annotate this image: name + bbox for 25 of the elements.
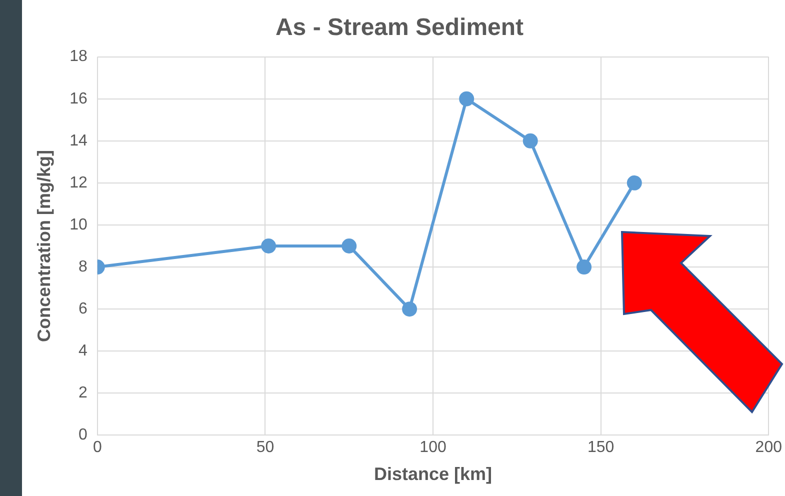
y-axis-title: Concentration [mg/kg]	[34, 150, 54, 342]
point	[459, 91, 474, 106]
y-tick-label: 6	[78, 300, 88, 318]
point	[626, 175, 642, 190]
x-tick-label: 100	[420, 439, 446, 456]
y-tick-label: 8	[78, 258, 88, 276]
point	[576, 260, 592, 275]
y-tick-label: 14	[70, 132, 88, 150]
x-tick-label: 0	[92, 439, 102, 456]
y-tick-label: 16	[70, 90, 88, 108]
point	[261, 238, 276, 254]
y-tick-label: 4	[78, 342, 88, 360]
x-tick-label: 50	[256, 439, 274, 456]
y-tick-label: 12	[70, 174, 88, 192]
x-tick-label: 200	[755, 439, 782, 456]
point	[402, 302, 418, 317]
point	[342, 238, 357, 254]
y-tick-label: 0	[78, 426, 88, 444]
y-tick-label: 2	[78, 384, 88, 402]
point	[522, 133, 538, 148]
y-tick-label: 10	[70, 216, 88, 234]
x-tick-label: 150	[587, 439, 614, 456]
x-axis-title: Distance [km]	[374, 464, 492, 484]
y-tick-label: 18	[70, 48, 88, 66]
chart-title: As - Stream Sediment	[275, 14, 524, 42]
